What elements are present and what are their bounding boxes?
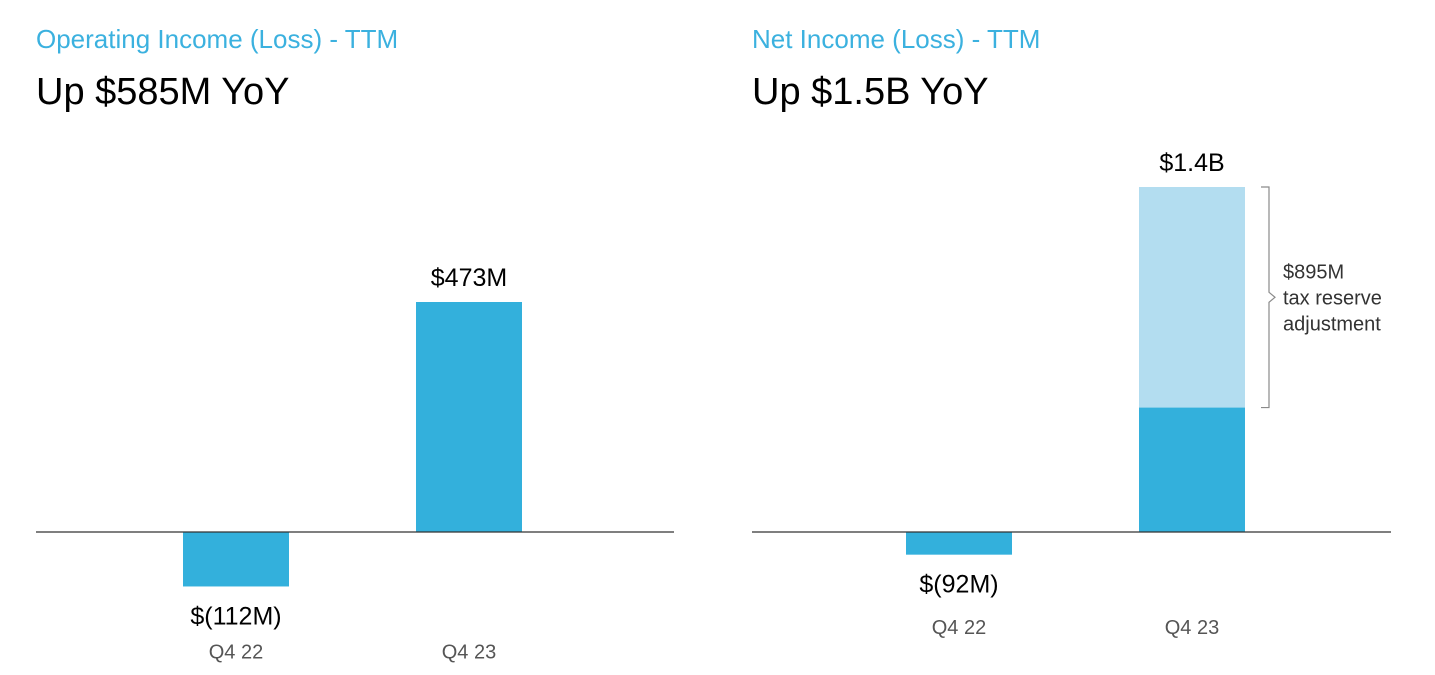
data-label: $1.4B [1159, 149, 1224, 177]
x-tick-label: Q4 22 [932, 617, 986, 639]
x-tick-label: Q4 23 [442, 641, 496, 663]
chart-plot-1: $(92M) Q4 22 $1.4B Q4 23 $895M tax reserve adj… [752, 149, 1391, 639]
annotation-text: tax reserve [1283, 287, 1382, 309]
chart-title: Up $1.5B YoY [752, 71, 989, 113]
x-tick-label: Q4 22 [209, 641, 263, 663]
bar [906, 532, 1012, 555]
chart-subtitle: Net Income (Loss) - TTM [752, 24, 1041, 54]
bar [416, 302, 522, 532]
chart-plot-0: $(112M) Q4 22 $473M Q4 23 [36, 264, 674, 663]
data-label: $473M [431, 264, 507, 292]
chart-title: Up $585M YoY [36, 71, 290, 113]
bar [183, 532, 289, 587]
annotation-bracket [1261, 186, 1276, 409]
data-label: $(92M) [919, 571, 998, 599]
annotation-text: adjustment [1283, 313, 1381, 335]
bar [1139, 407, 1245, 532]
data-label: $(112M) [190, 602, 281, 630]
bar-segment-adjustment [1139, 187, 1245, 408]
chart-subtitle: Operating Income (Loss) - TTM [36, 24, 399, 54]
x-tick-label: Q4 23 [1165, 617, 1219, 639]
annotation-text: $895M [1283, 261, 1344, 283]
